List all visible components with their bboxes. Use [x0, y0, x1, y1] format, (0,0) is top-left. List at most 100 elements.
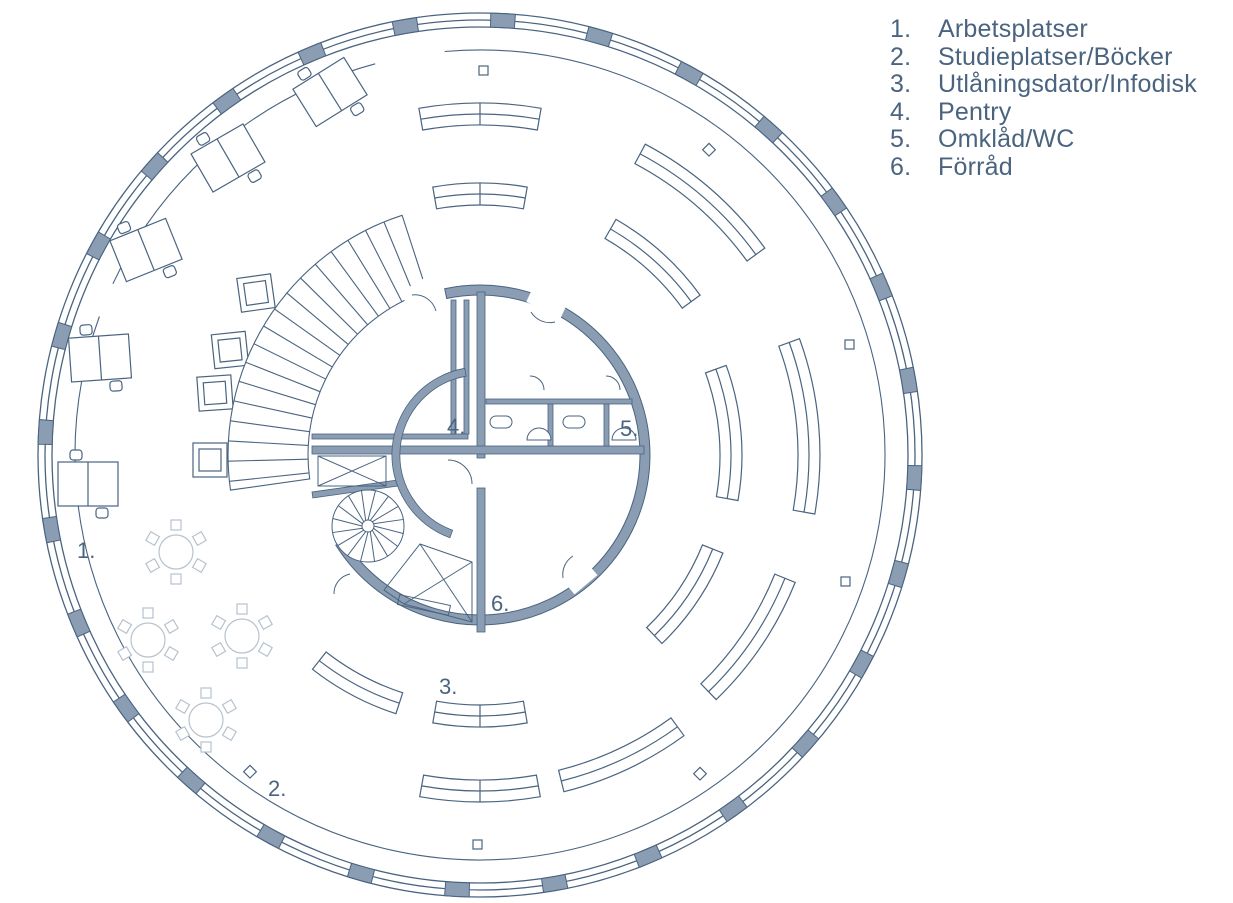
spiral-step — [347, 495, 365, 523]
curved-staircase — [227, 214, 428, 491]
window-block — [754, 115, 784, 144]
window-block — [898, 366, 918, 395]
spiral-step — [373, 518, 404, 525]
stair-tread — [228, 458, 309, 462]
bookshelf — [645, 544, 724, 645]
spiral-step — [369, 531, 376, 562]
spiral-step — [369, 496, 389, 521]
window-block — [869, 272, 893, 302]
window-block — [391, 17, 420, 37]
bookshelf-divider — [653, 548, 714, 637]
stair-tread — [383, 221, 415, 297]
bookshelf-divider — [639, 153, 757, 255]
bookshelf — [432, 182, 528, 210]
stair-tread — [253, 343, 326, 380]
window-block — [887, 559, 910, 589]
legend-item: 5. Omklåd/WC — [890, 125, 1075, 153]
bookshelf — [778, 337, 821, 515]
window-block — [67, 608, 91, 638]
window-block — [584, 25, 614, 48]
label-area-5: 5. — [620, 416, 638, 441]
window-block — [176, 766, 206, 795]
window-block — [791, 729, 820, 759]
stair-tread — [263, 325, 333, 368]
label-area-4: 4. — [447, 414, 465, 439]
workstations — [57, 56, 368, 519]
bookshelf-divider — [561, 726, 678, 782]
window-block — [848, 649, 875, 679]
stair-tread — [274, 308, 341, 356]
legend-item: 4. Pentry — [890, 97, 1012, 126]
window-block — [112, 693, 140, 723]
window-block — [674, 60, 704, 87]
round-table — [210, 603, 274, 669]
outer-wall — [37, 12, 923, 898]
stair-tread — [228, 440, 309, 446]
bookshelf — [700, 573, 796, 701]
stair-tread — [229, 472, 309, 482]
stair-tread — [330, 251, 379, 317]
bookshelf — [704, 364, 743, 502]
round-table — [144, 519, 208, 585]
stair-tread — [230, 420, 310, 433]
legend: 1. Arbetsplatser 2. Studieplatser/Böcker 3… — [890, 16, 1233, 181]
window-block — [140, 151, 169, 181]
window-block — [489, 12, 516, 29]
spiral-step — [332, 527, 363, 534]
armchair — [236, 273, 276, 313]
spiral-step — [367, 490, 376, 521]
spiral-staircase — [331, 489, 405, 563]
bookshelf — [557, 717, 685, 793]
window-segments — [37, 12, 923, 898]
bookshelf-divider — [318, 660, 400, 704]
armchairs — [192, 273, 276, 478]
legend-item: 2. Studieplatser/Böcker — [890, 42, 1173, 71]
spiral-step — [337, 529, 365, 547]
bookshelf-divider — [788, 342, 810, 513]
stair-tread — [365, 230, 403, 302]
inner-border-arc — [74, 49, 886, 861]
service-core — [311, 275, 651, 633]
window-block — [346, 862, 376, 885]
window-block — [718, 795, 748, 823]
spiral-step — [338, 505, 363, 525]
spiral-step — [371, 505, 399, 523]
workstation — [57, 449, 119, 519]
round-table — [174, 687, 238, 753]
window-block — [256, 823, 286, 850]
spiral-step — [371, 529, 389, 557]
workstation — [292, 56, 368, 128]
bookshelf — [432, 700, 528, 728]
spiral-step — [332, 518, 363, 527]
window-block — [820, 187, 848, 217]
workstation — [190, 123, 266, 193]
window-block — [42, 515, 62, 544]
stair-tread — [300, 277, 358, 335]
round-table — [116, 607, 180, 673]
stair-tread — [347, 240, 391, 309]
bookshelf — [418, 102, 542, 131]
spiral-step — [360, 490, 367, 521]
workstation — [109, 217, 183, 283]
window-block — [50, 321, 73, 351]
spiral-core — [361, 519, 375, 533]
columns — [242, 65, 855, 850]
staircase-outline — [227, 214, 428, 491]
core-wall — [335, 284, 651, 626]
label-area-2: 2. — [268, 776, 286, 801]
label-area-6: 6. — [491, 591, 509, 616]
armchair — [192, 442, 228, 478]
armchair — [210, 330, 250, 370]
spiral-step — [373, 525, 404, 534]
label-area-3: 3. — [439, 674, 457, 699]
window-block — [633, 844, 663, 868]
stair-tread — [286, 292, 349, 345]
bookshelf-divider — [610, 228, 692, 302]
window-block — [906, 464, 923, 491]
stair-tread — [314, 263, 369, 326]
armchair — [196, 374, 234, 412]
round-tables — [116, 519, 274, 753]
bookshelf-divider — [708, 577, 786, 693]
plan-labels: 1. 2. 3. 4. 5. 6. — [77, 414, 638, 801]
